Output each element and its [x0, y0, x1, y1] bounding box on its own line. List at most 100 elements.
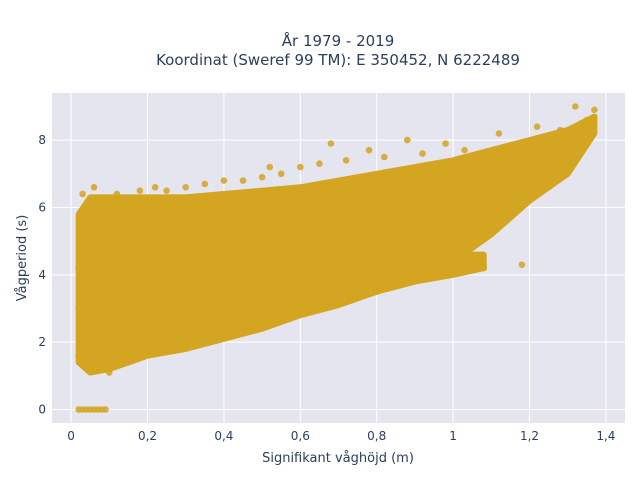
data-point: [404, 136, 411, 144]
data-point: [556, 126, 564, 134]
data-point: [411, 204, 419, 211]
data-point: [277, 170, 285, 178]
data-point: [125, 355, 132, 363]
chart-title-line2: Koordinat (Sweref 99 TM): E 350452, N 62…: [156, 51, 520, 69]
data-point: [113, 190, 121, 198]
data-point: [94, 355, 102, 363]
data-point: [220, 177, 228, 184]
data-point: [297, 305, 304, 312]
data-point: [392, 274, 400, 282]
data-point: [308, 264, 316, 272]
data-point: [258, 173, 266, 181]
data-point: [79, 190, 86, 198]
data-point: [136, 187, 144, 194]
data-point: [163, 345, 170, 353]
data-point: [480, 264, 488, 272]
x-tick-label: 0,2: [138, 429, 157, 443]
data-point: [583, 116, 591, 124]
data-point: [495, 130, 503, 137]
x-axis-ticks: 0 0,2 0,4 0,6 0,8 1 1,2 1,4: [67, 429, 615, 443]
y-axis-title: Vågperiod (s): [15, 215, 30, 302]
data-point: [239, 325, 247, 333]
data-point: [86, 365, 94, 373]
y-tick-label: 2: [38, 335, 46, 349]
data-point: [144, 349, 151, 356]
data-point: [468, 254, 476, 262]
data-point: [381, 153, 388, 161]
data-point: [297, 163, 304, 171]
data-point: [526, 170, 533, 178]
data-point: [449, 258, 457, 265]
data-point: [449, 197, 457, 205]
data-point: [316, 301, 323, 309]
chart-title-line1: År 1979 - 2019: [282, 31, 395, 50]
y-axis-ticks: 0 2 4 6 8: [38, 133, 46, 416]
data-point: [125, 271, 132, 279]
data-point: [430, 261, 438, 269]
x-tick-label: 0,8: [367, 429, 386, 443]
data-point: [201, 180, 209, 188]
x-tick-label: 1,4: [596, 429, 615, 443]
y-tick-label: 6: [38, 200, 46, 214]
data-point: [113, 338, 121, 346]
data-point: [201, 335, 209, 343]
data-point: [419, 150, 426, 157]
data-point: [373, 281, 381, 289]
data-point: [98, 285, 105, 292]
data-point: [411, 268, 419, 275]
data-point: [75, 352, 82, 360]
data-point: [86, 207, 94, 215]
data-point: [266, 163, 274, 171]
data-point: [354, 285, 361, 292]
data-point: [174, 322, 182, 329]
data-point: [518, 261, 526, 269]
data-point: [163, 187, 170, 194]
data-point: [342, 157, 350, 164]
data-point: [220, 332, 228, 339]
y-tick-label: 0: [38, 403, 46, 417]
data-point: [90, 254, 98, 262]
data-point: [488, 184, 495, 191]
data-point: [572, 103, 579, 110]
data-point: [75, 305, 82, 312]
x-tick-label: 1: [449, 429, 457, 443]
data-point: [354, 227, 361, 235]
data-point: [289, 217, 297, 225]
data-point: [213, 295, 220, 302]
data-point: [102, 406, 109, 413]
data-point: [79, 217, 86, 225]
data-point: [335, 234, 342, 242]
data-point: [327, 140, 335, 147]
data-point: [564, 150, 571, 157]
y-tick-label: 8: [38, 133, 46, 147]
data-point: [430, 200, 438, 208]
data-point: [144, 298, 151, 306]
data-point: [468, 190, 476, 198]
data-point: [545, 157, 552, 164]
data-point: [392, 210, 400, 218]
scatter-points: [75, 103, 598, 413]
data-point: [373, 221, 381, 228]
data-point: [106, 197, 113, 205]
data-point: [591, 106, 598, 114]
data-point: [182, 184, 189, 191]
data-point: [151, 184, 159, 191]
data-point: [365, 146, 373, 154]
y-tick-label: 4: [38, 268, 46, 282]
x-tick-label: 0: [67, 429, 75, 443]
data-point: [251, 278, 258, 285]
data-point: [533, 123, 541, 130]
data-point: [90, 184, 98, 191]
x-axis-title: Signifikant våghöjd (m): [262, 451, 414, 466]
data-point: [442, 140, 449, 147]
data-point: [258, 318, 266, 326]
x-tick-label: 0,4: [214, 429, 233, 443]
point-cloud: [75, 113, 598, 376]
data-point: [461, 146, 468, 154]
data-point: [270, 258, 277, 265]
x-tick-label: 1,2: [520, 429, 539, 443]
data-point: [75, 264, 82, 272]
data-point: [316, 160, 323, 167]
data-point: [239, 177, 247, 184]
